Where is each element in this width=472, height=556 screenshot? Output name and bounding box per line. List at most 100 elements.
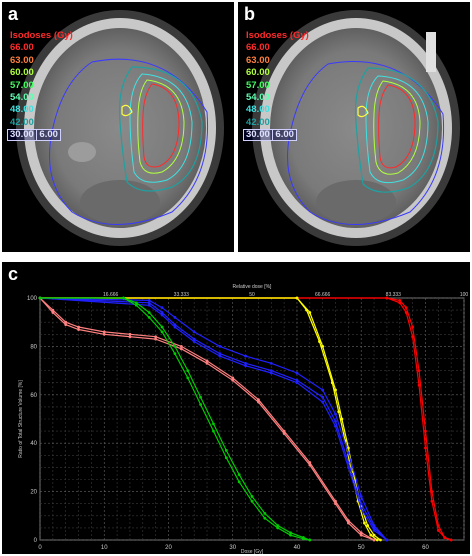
x-tick-label: 30	[229, 545, 236, 551]
legend-title: Isodoses (Gy)	[246, 30, 309, 41]
dvh-point	[340, 417, 344, 421]
dvh-point	[334, 388, 337, 392]
legend-entry-57: 57.00	[10, 79, 34, 91]
dvh-point	[398, 299, 402, 302]
y-axis-label: Ratio of Total Structure Volume [%]	[18, 380, 24, 458]
dvh-point	[263, 516, 267, 520]
x-tick-label: 50	[358, 545, 365, 551]
dvh-point	[160, 330, 164, 334]
dvh-point	[346, 451, 350, 455]
legend-entry-63: 63.00	[10, 54, 34, 66]
dvh-point	[372, 538, 376, 542]
dvh-point	[308, 311, 312, 314]
dvh-point	[404, 311, 408, 314]
dvh-point	[250, 499, 254, 503]
top-tick-label: 16.666	[103, 292, 119, 298]
dvh-point	[321, 400, 325, 404]
dvh-point	[244, 354, 247, 358]
dvh-point	[295, 296, 299, 300]
dvh-point	[128, 335, 132, 339]
dvh-point	[282, 432, 286, 435]
dvh-point	[102, 330, 106, 334]
legend-entry-42: 42.00	[246, 116, 270, 128]
panel-a: a Isodoses (Gy) 66.00 63.00 60.00 57.00 …	[2, 2, 234, 252]
y-tick-label: 80	[30, 344, 37, 350]
dvh-point	[224, 449, 228, 452]
dvh-point	[379, 538, 382, 542]
dvh-point	[295, 381, 299, 385]
x-tick-label: 20	[165, 545, 172, 551]
dvh-point	[424, 429, 427, 433]
dvh-point	[192, 330, 196, 334]
dvh-point	[346, 521, 350, 525]
dvh-point	[359, 495, 363, 498]
dvh-point	[334, 412, 337, 416]
dvh-point	[147, 301, 151, 305]
dvh-point	[359, 507, 363, 510]
dvh-series-line	[40, 297, 378, 541]
dvh-point	[359, 533, 363, 537]
dvh-point	[77, 325, 80, 329]
legend-entry-54: 54.00	[10, 92, 34, 104]
dvh-point	[212, 422, 215, 426]
dvh-point	[192, 340, 196, 343]
panel-letter-a: a	[8, 4, 19, 24]
dvh-point	[321, 395, 325, 399]
dvh-point	[385, 538, 389, 542]
dvh-point	[369, 533, 373, 537]
legend-entry-66: 66.00	[10, 42, 34, 54]
dvh-point	[218, 345, 222, 348]
dvh-point	[173, 352, 177, 356]
dvh-point	[269, 371, 273, 375]
dvh-point	[346, 446, 350, 450]
y-tick-label: 60	[30, 393, 37, 399]
legend-entry-6: 6.00	[36, 129, 61, 142]
top-tick-label: 66.666	[315, 292, 331, 298]
dvh-point	[231, 376, 235, 380]
x-tick-label: 10	[101, 545, 108, 551]
dvh-point	[417, 383, 421, 387]
dvh-point	[449, 538, 453, 542]
dvh-point	[231, 378, 235, 382]
dvh-chart: 0 10 20 30 40 50 60 0 20 40 60 80 100 16.666 33.333 50 6…	[18, 284, 468, 554]
dvh-point	[77, 328, 80, 331]
dvh-point	[372, 528, 376, 532]
dvh-point	[289, 531, 292, 535]
dvh-point	[308, 463, 312, 467]
dvh-point	[443, 536, 447, 539]
dvh-point	[417, 369, 421, 372]
panel-b: b Isodoses (Gy) 66.00 63.00 60.00 57.00 …	[238, 2, 470, 252]
dvh-point	[51, 308, 55, 312]
y-tick-label: 0	[34, 538, 38, 544]
isodose-legend-a: Isodoses (Gy) 66.00 63.00 60.00 57.00 54…	[7, 30, 73, 142]
x-axis-label: Dose [Gy]	[241, 549, 264, 554]
dvh-point	[295, 378, 299, 382]
dvh-point	[224, 456, 228, 460]
dvh-point	[154, 337, 158, 341]
x-tick-label: 60	[422, 545, 429, 551]
dvh-point	[218, 352, 222, 356]
dvh-point	[173, 323, 177, 327]
dvh-point	[212, 429, 215, 433]
dvh-point	[179, 347, 183, 351]
legend-title: Isodoses (Gy)	[10, 30, 73, 41]
dvh-point	[269, 369, 273, 372]
dvh-point	[305, 308, 309, 312]
top-tick-label: 50	[249, 292, 255, 298]
dvh-point	[404, 306, 408, 310]
dvh-point	[64, 323, 68, 327]
top-tick-label: 33.333	[174, 292, 190, 298]
dvh-point	[199, 403, 203, 406]
dvh-point	[205, 359, 209, 363]
dvh-point	[269, 361, 273, 365]
isodose-legend-b: Isodoses (Gy) 66.00 63.00 60.00 57.00 54…	[243, 30, 309, 142]
legend-entry-48: 48.00	[246, 104, 270, 116]
legend-entry-60: 60.00	[10, 67, 34, 79]
dvh-point	[160, 325, 164, 329]
panel-letter-c: c	[8, 264, 19, 284]
dvh-point	[173, 325, 177, 329]
dvh-point	[318, 340, 321, 343]
dvh-point	[244, 361, 247, 365]
ct-image-a	[2, 2, 234, 252]
top-tick-label: 83.333	[386, 292, 402, 298]
